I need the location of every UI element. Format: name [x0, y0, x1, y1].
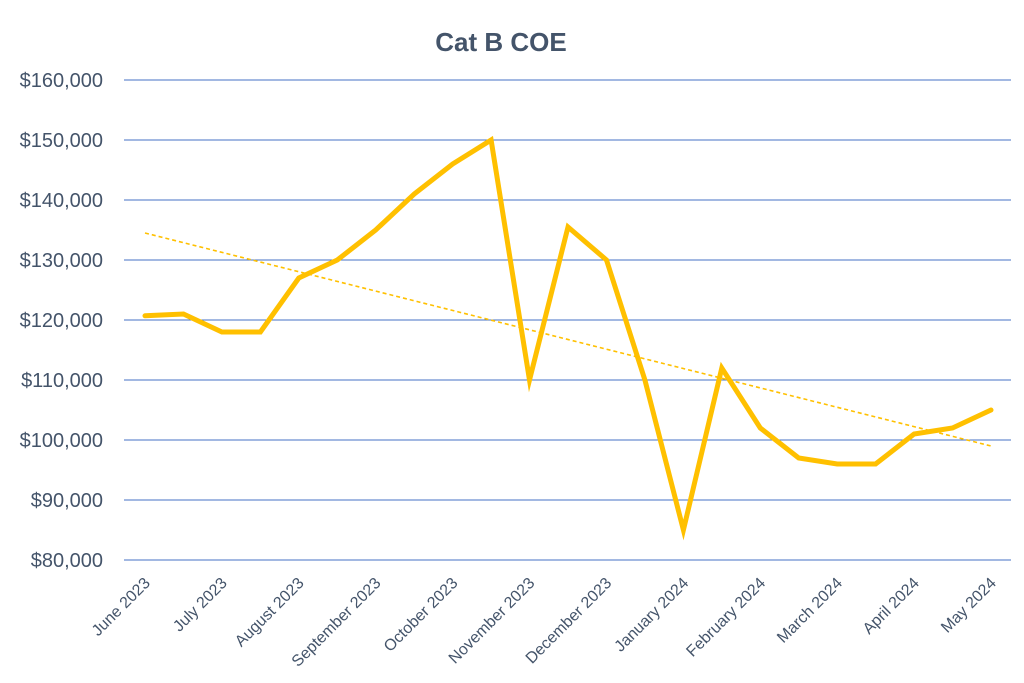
x-tick-label: March 2024	[774, 575, 846, 647]
series-group	[142, 135, 994, 541]
x-tick-label: June 2023	[89, 575, 154, 640]
chart-title: Cat B COE	[435, 27, 566, 57]
y-tick-label: $80,000	[31, 550, 103, 572]
y-tick-label: $90,000	[31, 490, 103, 512]
trendline	[144, 232, 992, 447]
y-tick-label: $110,000	[21, 370, 103, 392]
x-tick-label: February 2024	[683, 575, 769, 661]
gridlines	[124, 79, 1011, 561]
y-tick-label: $120,000	[20, 310, 103, 332]
y-tick-label: $140,000	[20, 190, 103, 212]
x-tick-label: December 2023	[523, 575, 616, 668]
trendline-group	[144, 232, 992, 447]
x-tick-label: April 2024	[860, 575, 923, 638]
y-tick-label: $150,000	[20, 130, 103, 152]
x-tick-label: August 2023	[232, 575, 308, 651]
y-tick-label: $160,000	[20, 70, 103, 92]
y-axis: $80,000 $90,000 $100,000 $110,000 $120,000 $1…	[20, 70, 103, 572]
x-tick-label: October 2023	[381, 575, 462, 656]
series-line	[142, 135, 994, 541]
x-tick-label: July 2023	[170, 575, 231, 636]
x-tick-label: May 2024	[938, 575, 1000, 637]
x-tick-label: January 2024	[612, 575, 693, 656]
y-tick-label: $100,000	[20, 430, 103, 452]
y-tick-label: $130,000	[20, 250, 103, 272]
